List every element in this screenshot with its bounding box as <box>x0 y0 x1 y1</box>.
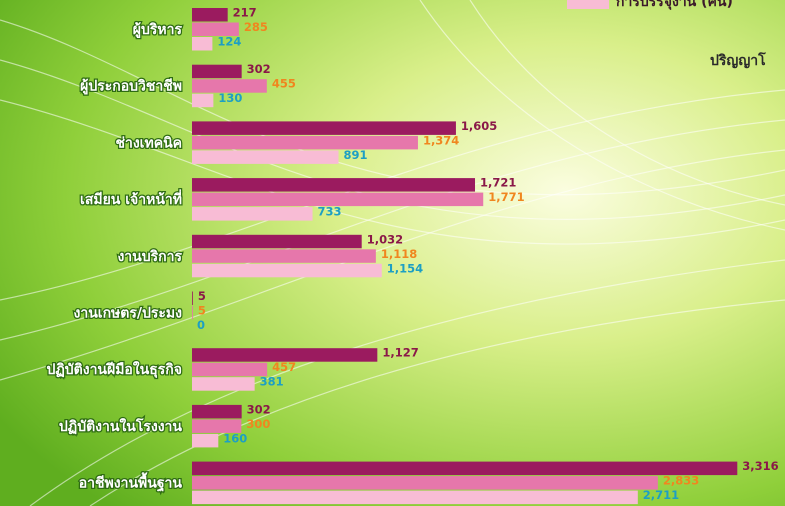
value-label: 1,771 <box>488 190 524 204</box>
chart: การบรรจุงาน (คน) ปริญญาโ ผู้บริหาร 217285… <box>0 0 785 506</box>
bar <box>192 121 456 134</box>
bar <box>192 178 475 192</box>
category-label: งานบริการ <box>117 249 182 265</box>
bar <box>192 235 362 249</box>
bar <box>192 136 418 150</box>
category-label: ผู้ประกอบวิชาชีพ <box>80 79 182 95</box>
bar <box>192 363 267 377</box>
value-label: 1,605 <box>461 119 497 133</box>
value-label: 2,711 <box>643 488 679 502</box>
value-label: 5 <box>198 304 206 318</box>
value-label: 1,721 <box>480 176 516 190</box>
category-label: งานเกษตร/ประมง <box>74 306 183 322</box>
bar <box>192 377 255 391</box>
value-label: 891 <box>344 148 368 162</box>
value-label: 1,127 <box>382 346 418 360</box>
value-label: 457 <box>272 360 296 374</box>
value-label: 381 <box>260 375 284 389</box>
bar <box>192 8 228 22</box>
value-label: 733 <box>318 205 342 219</box>
bar <box>192 37 212 51</box>
category-label: ปฏิบัติงานในโรงงาน <box>59 417 183 435</box>
category-label: อาชีพงานพื้นฐาน <box>79 472 183 493</box>
value-label: 455 <box>272 77 296 91</box>
value-label: 217 <box>233 6 257 20</box>
bar <box>192 306 193 320</box>
category-label: เสมียน เจ้าหน้าที่ <box>80 189 182 208</box>
value-label: 2,833 <box>663 474 699 488</box>
value-label: 3,316 <box>742 459 778 473</box>
value-label: 300 <box>246 417 270 431</box>
value-label: 130 <box>218 91 242 105</box>
legend-label: การบรรจุงาน (คน) <box>616 0 733 10</box>
category-label: ผู้บริหาร <box>133 22 183 38</box>
bar <box>192 150 339 164</box>
value-label: 302 <box>247 62 271 76</box>
value-label: 1,118 <box>381 247 417 261</box>
value-label: 5 <box>198 289 206 303</box>
bar <box>192 491 638 505</box>
bar <box>192 207 313 221</box>
category-label: ปฏิบัติงานฝีมือในธุรกิจ <box>46 360 182 378</box>
value-label: 285 <box>244 20 268 34</box>
bar <box>192 264 382 278</box>
bar <box>192 249 376 262</box>
bar <box>192 462 737 476</box>
bar <box>192 65 242 79</box>
value-label: 0 <box>197 318 205 332</box>
value-label: 302 <box>247 402 271 416</box>
category-label: ช่างเทคนิค <box>115 135 182 151</box>
value-label: 160 <box>223 431 247 445</box>
bar <box>192 434 218 448</box>
value-label: 1,374 <box>423 133 459 147</box>
value-label: 1,032 <box>367 232 403 246</box>
value-label: 1,154 <box>387 261 423 275</box>
bar <box>192 476 658 490</box>
annotation: ปริญญาโ <box>710 51 766 69</box>
value-label: 124 <box>217 35 241 49</box>
bar <box>192 292 193 306</box>
bar <box>192 94 213 108</box>
legend-swatch <box>567 0 609 9</box>
bar <box>192 405 242 419</box>
